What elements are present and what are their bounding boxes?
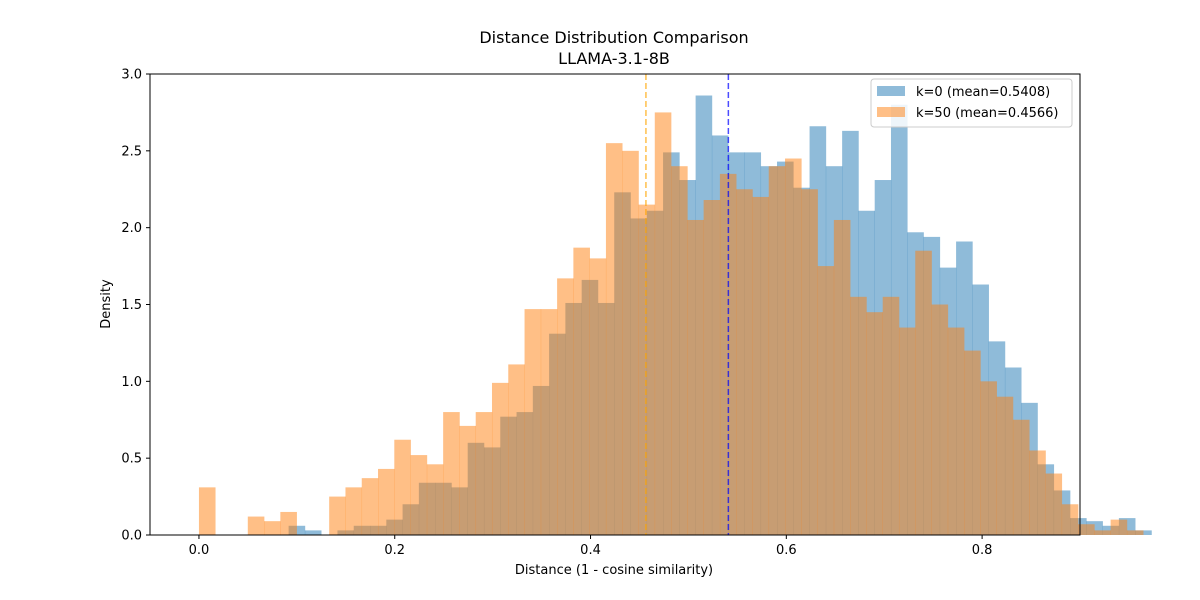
bar-k50 bbox=[443, 412, 460, 535]
bar-k50 bbox=[247, 516, 265, 535]
y-axis-ticks: 0.0 0.5 1.0 1.5 2.0 2.5 3.0 bbox=[121, 68, 150, 544]
y-tick-label: 1.0 bbox=[121, 375, 142, 390]
y-axis-label: Density bbox=[99, 279, 114, 329]
bar-k50 bbox=[491, 382, 509, 535]
bar-k50 bbox=[736, 189, 753, 535]
bar-k50 bbox=[345, 487, 363, 535]
bar-k50 bbox=[524, 309, 542, 535]
bar-k50 bbox=[410, 455, 428, 535]
bar-k50 bbox=[540, 309, 558, 535]
x-tick-label: 0.6 bbox=[776, 543, 797, 558]
bar-k50 bbox=[947, 327, 965, 535]
bar-k50 bbox=[1061, 504, 1079, 535]
bar-k50 bbox=[964, 350, 981, 535]
x-tick-label: 0.2 bbox=[384, 543, 405, 558]
bar-k50 bbox=[459, 425, 477, 535]
bar-k50 bbox=[866, 312, 883, 535]
bar-k50 bbox=[703, 200, 721, 535]
bar-k50 bbox=[687, 219, 704, 536]
bar-k50 bbox=[557, 278, 574, 535]
mean-lines bbox=[645, 74, 730, 535]
bar-k50 bbox=[426, 464, 444, 535]
bar-k50 bbox=[1012, 419, 1030, 535]
bar-k50 bbox=[785, 158, 802, 535]
bar-k50 bbox=[264, 521, 281, 535]
x-tick-label: 0.4 bbox=[580, 543, 601, 558]
bar-k50 bbox=[996, 396, 1014, 535]
bar-k50 bbox=[622, 150, 639, 535]
legend: k=0 (mean=0.5408) k=50 (mean=0.4566) bbox=[870, 78, 1073, 128]
bar-k50 bbox=[280, 511, 297, 535]
legend-label-k50: k=50 (mean=0.4566) bbox=[916, 106, 1059, 121]
chart-subtitle: LLAMA-3.1-8B bbox=[558, 49, 670, 68]
bar-k50 bbox=[931, 304, 949, 535]
bar-k0 bbox=[304, 530, 322, 535]
y-tick-label: 3.0 bbox=[121, 68, 142, 83]
x-tick-label: 0.8 bbox=[972, 543, 993, 558]
bar-k50 bbox=[1126, 530, 1144, 535]
bar-k50 bbox=[882, 296, 900, 535]
bar-k50 bbox=[833, 219, 851, 536]
bar-k50 bbox=[573, 247, 590, 535]
y-tick-label: 2.0 bbox=[121, 221, 142, 236]
series-k50-bars bbox=[198, 112, 1144, 536]
bar-k50 bbox=[768, 166, 786, 535]
bar-k50 bbox=[801, 189, 818, 535]
bar-k50 bbox=[850, 296, 867, 535]
bar-k50 bbox=[378, 468, 395, 535]
x-axis-label: Distance (1 - cosine similarity) bbox=[515, 563, 713, 578]
legend-swatch-k0 bbox=[877, 86, 905, 96]
x-axis-ticks: 0.0 0.2 0.4 0.6 0.8 bbox=[189, 535, 993, 558]
y-tick-label: 1.5 bbox=[121, 298, 142, 313]
x-tick-label: 0.0 bbox=[189, 543, 210, 558]
y-tick-label: 2.5 bbox=[121, 144, 142, 159]
legend-label-k0: k=0 (mean=0.5408) bbox=[916, 85, 1050, 100]
bar-k50 bbox=[654, 112, 672, 536]
y-tick-label: 0.0 bbox=[121, 529, 142, 544]
bar-k50 bbox=[361, 478, 379, 535]
bar-k50 bbox=[508, 364, 525, 535]
bar-k50 bbox=[394, 439, 411, 535]
bar-k50 bbox=[817, 266, 835, 535]
bar-k50 bbox=[1029, 450, 1046, 535]
bar-k50 bbox=[329, 496, 346, 535]
bar-k50 bbox=[898, 327, 916, 535]
bar-k50 bbox=[1078, 524, 1095, 535]
bar-k50 bbox=[915, 250, 932, 535]
legend-swatch-k50 bbox=[877, 107, 905, 117]
bar-k50 bbox=[475, 412, 493, 535]
bar-k50 bbox=[589, 258, 607, 535]
y-tick-label: 0.5 bbox=[121, 452, 142, 467]
bar-k50 bbox=[980, 381, 997, 535]
bar-k50 bbox=[605, 143, 623, 535]
bar-k50 bbox=[1110, 519, 1128, 535]
bar-k50 bbox=[638, 204, 656, 535]
bar-k50 bbox=[671, 166, 688, 535]
chart-title: Distance Distribution Comparison bbox=[479, 28, 748, 47]
bar-k50 bbox=[752, 196, 770, 535]
bar-k50 bbox=[1045, 473, 1063, 535]
bar-k50 bbox=[198, 487, 216, 535]
bar-k50 bbox=[1094, 530, 1111, 535]
legend-box bbox=[870, 78, 1073, 128]
